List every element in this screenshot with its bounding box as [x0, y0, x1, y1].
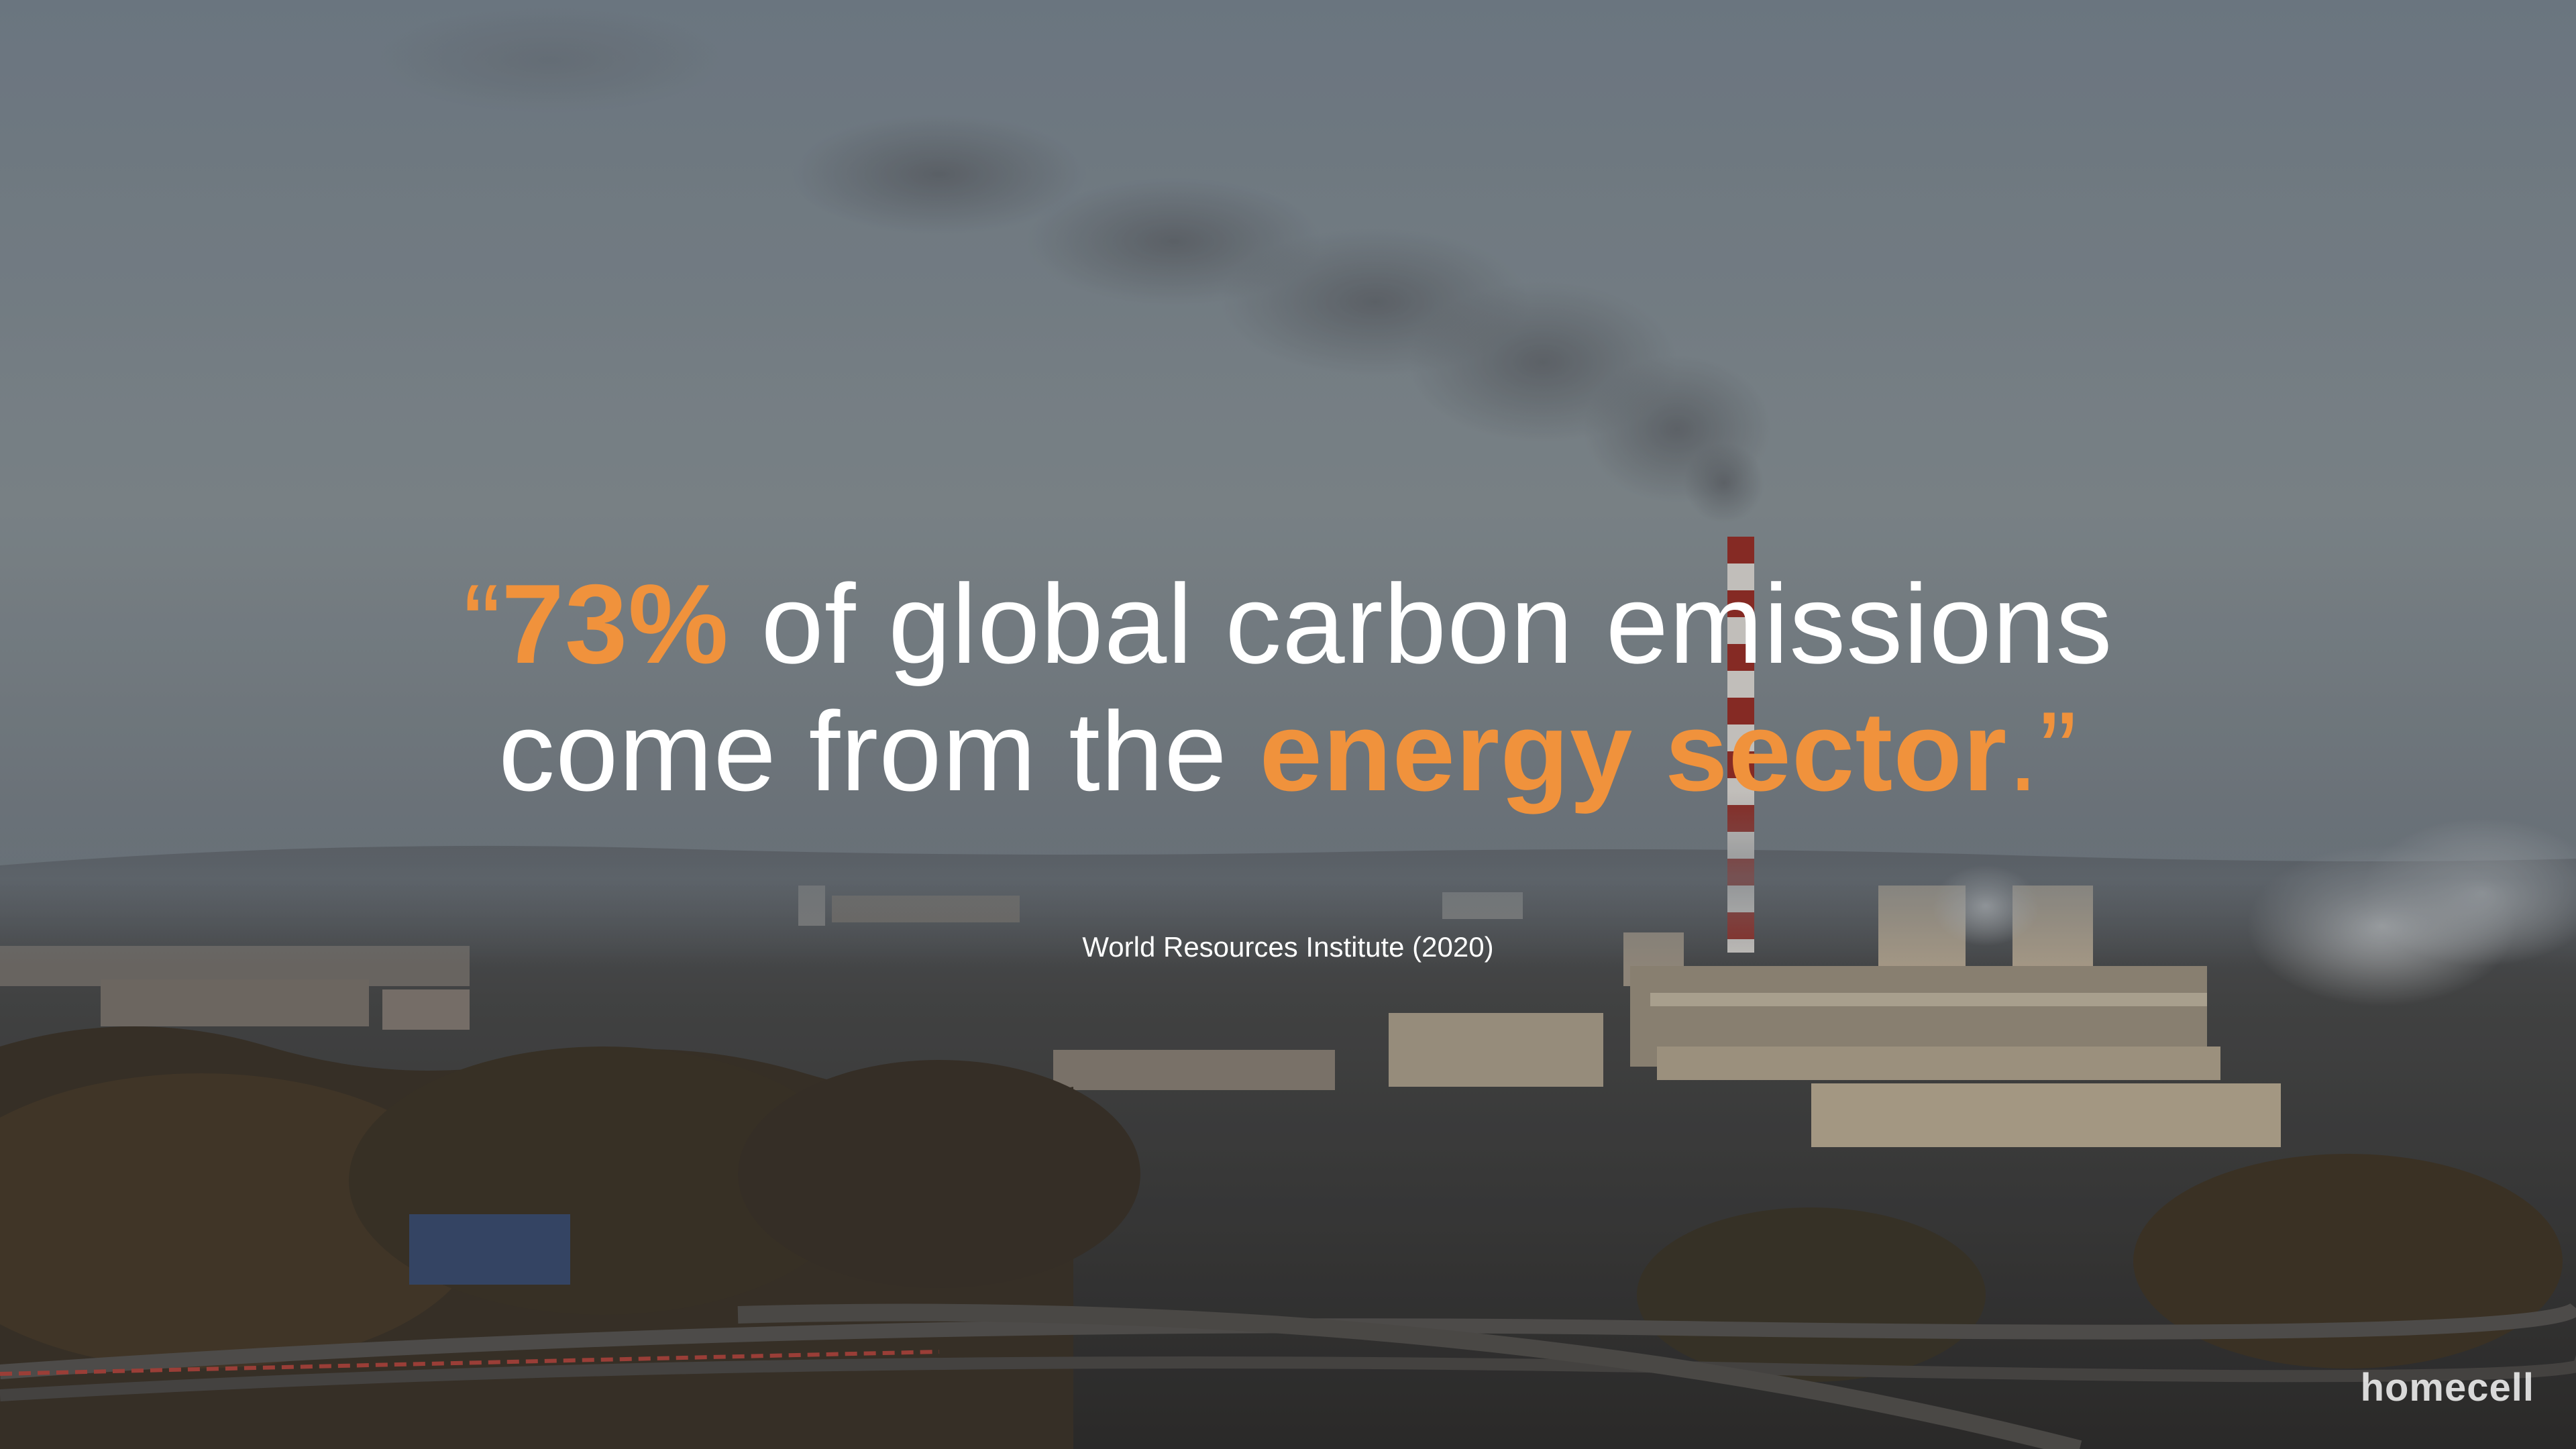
close-quote-mark: .”	[2007, 688, 2078, 814]
brand-logo: homecell	[2360, 1366, 2534, 1409]
sector-highlight: energy sector	[1259, 688, 2008, 814]
quote-source: World Resources Institute (2020)	[1082, 931, 1494, 963]
stat-highlight: 73%	[501, 561, 729, 687]
quote-text: “73% of global carbon emissions come fro…	[0, 560, 2576, 815]
quote-line-1: “73% of global carbon emissions	[0, 560, 2576, 688]
quote-line-1-text: of global carbon emissions	[729, 561, 2113, 687]
quote-line-2-text: come from the	[498, 688, 1260, 814]
open-quote-mark: “	[463, 561, 502, 687]
quote-line-2: come from the energy sector.”	[0, 688, 2576, 815]
